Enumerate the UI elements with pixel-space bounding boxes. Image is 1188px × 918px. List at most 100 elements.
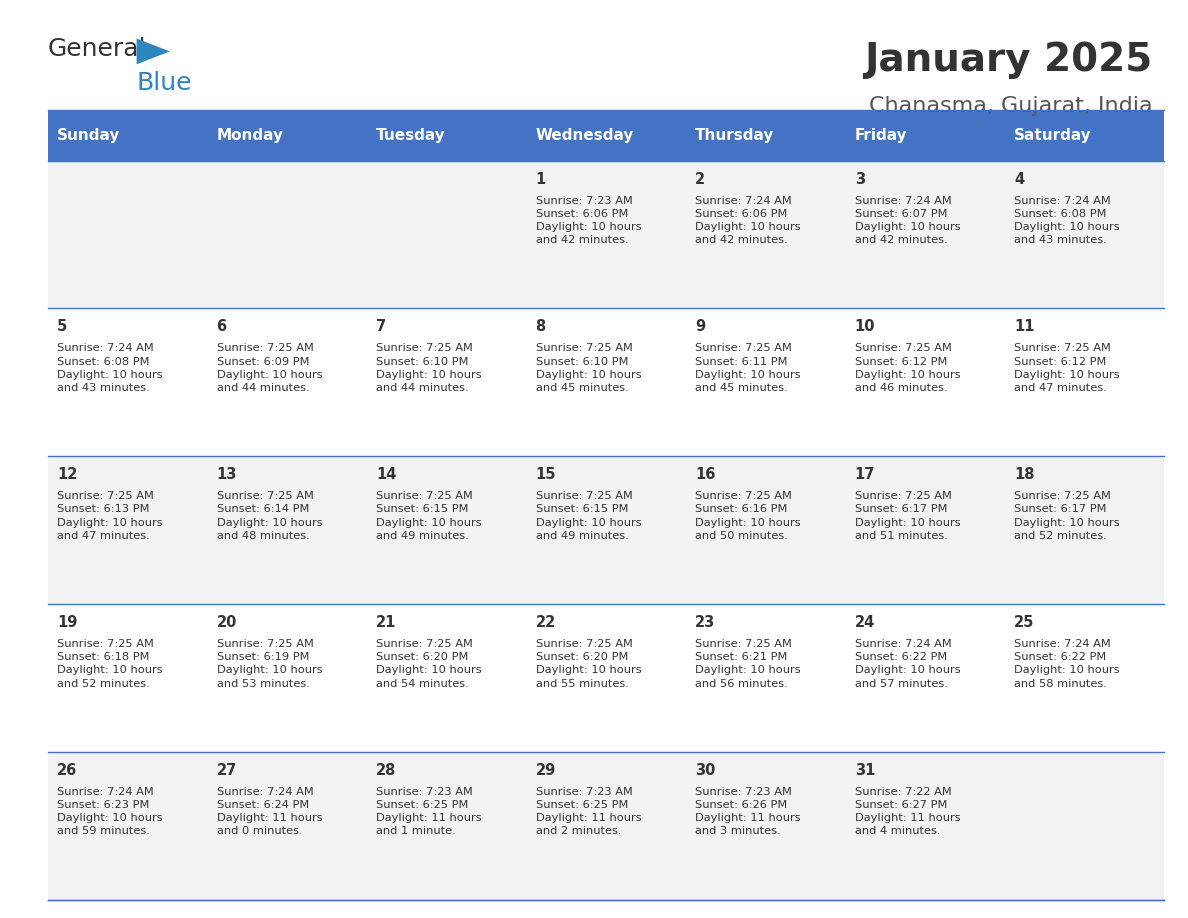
Text: 31: 31	[854, 763, 876, 778]
Text: Sunrise: 7:24 AM
Sunset: 6:22 PM
Daylight: 10 hours
and 57 minutes.: Sunrise: 7:24 AM Sunset: 6:22 PM Dayligh…	[854, 639, 960, 688]
Text: 1: 1	[536, 172, 545, 186]
Text: Sunrise: 7:25 AM
Sunset: 6:21 PM
Daylight: 10 hours
and 56 minutes.: Sunrise: 7:25 AM Sunset: 6:21 PM Dayligh…	[695, 639, 801, 688]
Bar	[207, 752, 367, 900]
Text: 11: 11	[1015, 319, 1035, 334]
Text: Sunrise: 7:25 AM
Sunset: 6:11 PM
Daylight: 10 hours
and 45 minutes.: Sunrise: 7:25 AM Sunset: 6:11 PM Dayligh…	[695, 343, 801, 393]
Bar	[685, 604, 845, 752]
Text: Monday: Monday	[216, 128, 284, 143]
Bar	[1005, 308, 1164, 456]
Text: 21: 21	[377, 615, 397, 630]
Bar	[1005, 456, 1164, 604]
Bar	[845, 161, 1005, 308]
Text: Sunrise: 7:25 AM
Sunset: 6:09 PM
Daylight: 10 hours
and 44 minutes.: Sunrise: 7:25 AM Sunset: 6:09 PM Dayligh…	[216, 343, 322, 393]
Text: 15: 15	[536, 467, 556, 482]
Text: Saturday: Saturday	[1015, 128, 1092, 143]
Text: Sunrise: 7:24 AM
Sunset: 6:22 PM
Daylight: 10 hours
and 58 minutes.: Sunrise: 7:24 AM Sunset: 6:22 PM Dayligh…	[1015, 639, 1120, 688]
Text: 5: 5	[57, 319, 68, 334]
Bar	[845, 752, 1005, 900]
Bar	[685, 752, 845, 900]
Bar	[207, 110, 367, 161]
Text: Sunrise: 7:25 AM
Sunset: 6:16 PM
Daylight: 10 hours
and 50 minutes.: Sunrise: 7:25 AM Sunset: 6:16 PM Dayligh…	[695, 491, 801, 541]
Text: Sunrise: 7:25 AM
Sunset: 6:17 PM
Daylight: 10 hours
and 51 minutes.: Sunrise: 7:25 AM Sunset: 6:17 PM Dayligh…	[854, 491, 960, 541]
Bar	[685, 456, 845, 604]
Bar	[48, 456, 207, 604]
Text: Sunday: Sunday	[57, 128, 120, 143]
Text: Sunrise: 7:22 AM
Sunset: 6:27 PM
Daylight: 11 hours
and 4 minutes.: Sunrise: 7:22 AM Sunset: 6:27 PM Dayligh…	[854, 787, 960, 836]
Bar	[367, 604, 526, 752]
Text: 22: 22	[536, 615, 556, 630]
Bar	[207, 456, 367, 604]
Text: General: General	[48, 37, 146, 61]
Text: Sunrise: 7:23 AM
Sunset: 6:26 PM
Daylight: 11 hours
and 3 minutes.: Sunrise: 7:23 AM Sunset: 6:26 PM Dayligh…	[695, 787, 801, 836]
Text: 2: 2	[695, 172, 706, 186]
Text: Sunrise: 7:25 AM
Sunset: 6:20 PM
Daylight: 10 hours
and 55 minutes.: Sunrise: 7:25 AM Sunset: 6:20 PM Dayligh…	[536, 639, 642, 688]
Text: Sunrise: 7:25 AM
Sunset: 6:15 PM
Daylight: 10 hours
and 49 minutes.: Sunrise: 7:25 AM Sunset: 6:15 PM Dayligh…	[377, 491, 481, 541]
Bar	[367, 752, 526, 900]
Bar	[685, 161, 845, 308]
Bar	[845, 604, 1005, 752]
Text: Sunrise: 7:25 AM
Sunset: 6:15 PM
Daylight: 10 hours
and 49 minutes.: Sunrise: 7:25 AM Sunset: 6:15 PM Dayligh…	[536, 491, 642, 541]
Bar	[367, 308, 526, 456]
Bar	[48, 752, 207, 900]
Text: 20: 20	[216, 615, 236, 630]
Bar	[685, 308, 845, 456]
Bar	[526, 604, 685, 752]
Text: 16: 16	[695, 467, 715, 482]
Bar	[526, 161, 685, 308]
Bar	[1005, 752, 1164, 900]
Text: 19: 19	[57, 615, 77, 630]
Bar	[48, 308, 207, 456]
Text: 9: 9	[695, 319, 706, 334]
Text: 13: 13	[216, 467, 236, 482]
Bar	[845, 456, 1005, 604]
Text: Sunrise: 7:24 AM
Sunset: 6:06 PM
Daylight: 10 hours
and 42 minutes.: Sunrise: 7:24 AM Sunset: 6:06 PM Dayligh…	[695, 196, 801, 245]
Text: Sunrise: 7:24 AM
Sunset: 6:08 PM
Daylight: 10 hours
and 43 minutes.: Sunrise: 7:24 AM Sunset: 6:08 PM Dayligh…	[57, 343, 163, 393]
Text: Sunrise: 7:25 AM
Sunset: 6:14 PM
Daylight: 10 hours
and 48 minutes.: Sunrise: 7:25 AM Sunset: 6:14 PM Dayligh…	[216, 491, 322, 541]
Text: Sunrise: 7:24 AM
Sunset: 6:23 PM
Daylight: 10 hours
and 59 minutes.: Sunrise: 7:24 AM Sunset: 6:23 PM Dayligh…	[57, 787, 163, 836]
Text: January 2025: January 2025	[864, 41, 1152, 79]
Bar	[1005, 161, 1164, 308]
Text: Tuesday: Tuesday	[377, 128, 446, 143]
Bar	[207, 161, 367, 308]
Bar	[48, 604, 207, 752]
Bar	[845, 308, 1005, 456]
Text: Sunrise: 7:24 AM
Sunset: 6:07 PM
Daylight: 10 hours
and 42 minutes.: Sunrise: 7:24 AM Sunset: 6:07 PM Dayligh…	[854, 196, 960, 245]
Text: 24: 24	[854, 615, 874, 630]
Text: Sunrise: 7:25 AM
Sunset: 6:20 PM
Daylight: 10 hours
and 54 minutes.: Sunrise: 7:25 AM Sunset: 6:20 PM Dayligh…	[377, 639, 481, 688]
Text: 3: 3	[854, 172, 865, 186]
Text: Sunrise: 7:25 AM
Sunset: 6:18 PM
Daylight: 10 hours
and 52 minutes.: Sunrise: 7:25 AM Sunset: 6:18 PM Dayligh…	[57, 639, 163, 688]
Text: Thursday: Thursday	[695, 128, 775, 143]
Bar	[526, 308, 685, 456]
Text: 27: 27	[216, 763, 236, 778]
Text: 25: 25	[1015, 615, 1035, 630]
Text: 28: 28	[377, 763, 397, 778]
Text: 8: 8	[536, 319, 545, 334]
Text: 7: 7	[377, 319, 386, 334]
Text: Sunrise: 7:25 AM
Sunset: 6:10 PM
Daylight: 10 hours
and 44 minutes.: Sunrise: 7:25 AM Sunset: 6:10 PM Dayligh…	[377, 343, 481, 393]
Text: 26: 26	[57, 763, 77, 778]
Text: Sunrise: 7:23 AM
Sunset: 6:25 PM
Daylight: 11 hours
and 1 minute.: Sunrise: 7:23 AM Sunset: 6:25 PM Dayligh…	[377, 787, 481, 836]
Text: 6: 6	[216, 319, 227, 334]
Text: Sunrise: 7:25 AM
Sunset: 6:12 PM
Daylight: 10 hours
and 46 minutes.: Sunrise: 7:25 AM Sunset: 6:12 PM Dayligh…	[854, 343, 960, 393]
Text: 17: 17	[854, 467, 876, 482]
Text: Sunrise: 7:25 AM
Sunset: 6:10 PM
Daylight: 10 hours
and 45 minutes.: Sunrise: 7:25 AM Sunset: 6:10 PM Dayligh…	[536, 343, 642, 393]
Text: 12: 12	[57, 467, 77, 482]
Text: Sunrise: 7:23 AM
Sunset: 6:06 PM
Daylight: 10 hours
and 42 minutes.: Sunrise: 7:23 AM Sunset: 6:06 PM Dayligh…	[536, 196, 642, 245]
Bar	[367, 110, 526, 161]
Bar	[367, 161, 526, 308]
Text: Sunrise: 7:25 AM
Sunset: 6:12 PM
Daylight: 10 hours
and 47 minutes.: Sunrise: 7:25 AM Sunset: 6:12 PM Dayligh…	[1015, 343, 1120, 393]
Text: 10: 10	[854, 319, 876, 334]
Text: 30: 30	[695, 763, 715, 778]
Text: Chanasma, Gujarat, India: Chanasma, Gujarat, India	[868, 96, 1152, 117]
Bar	[526, 110, 685, 161]
Text: Friday: Friday	[854, 128, 908, 143]
Bar	[526, 456, 685, 604]
Bar	[1005, 110, 1164, 161]
Text: Sunrise: 7:23 AM
Sunset: 6:25 PM
Daylight: 11 hours
and 2 minutes.: Sunrise: 7:23 AM Sunset: 6:25 PM Dayligh…	[536, 787, 642, 836]
Bar	[845, 110, 1005, 161]
Text: 29: 29	[536, 763, 556, 778]
Text: Sunrise: 7:25 AM
Sunset: 6:13 PM
Daylight: 10 hours
and 47 minutes.: Sunrise: 7:25 AM Sunset: 6:13 PM Dayligh…	[57, 491, 163, 541]
Bar	[207, 308, 367, 456]
Bar	[685, 110, 845, 161]
Text: 23: 23	[695, 615, 715, 630]
